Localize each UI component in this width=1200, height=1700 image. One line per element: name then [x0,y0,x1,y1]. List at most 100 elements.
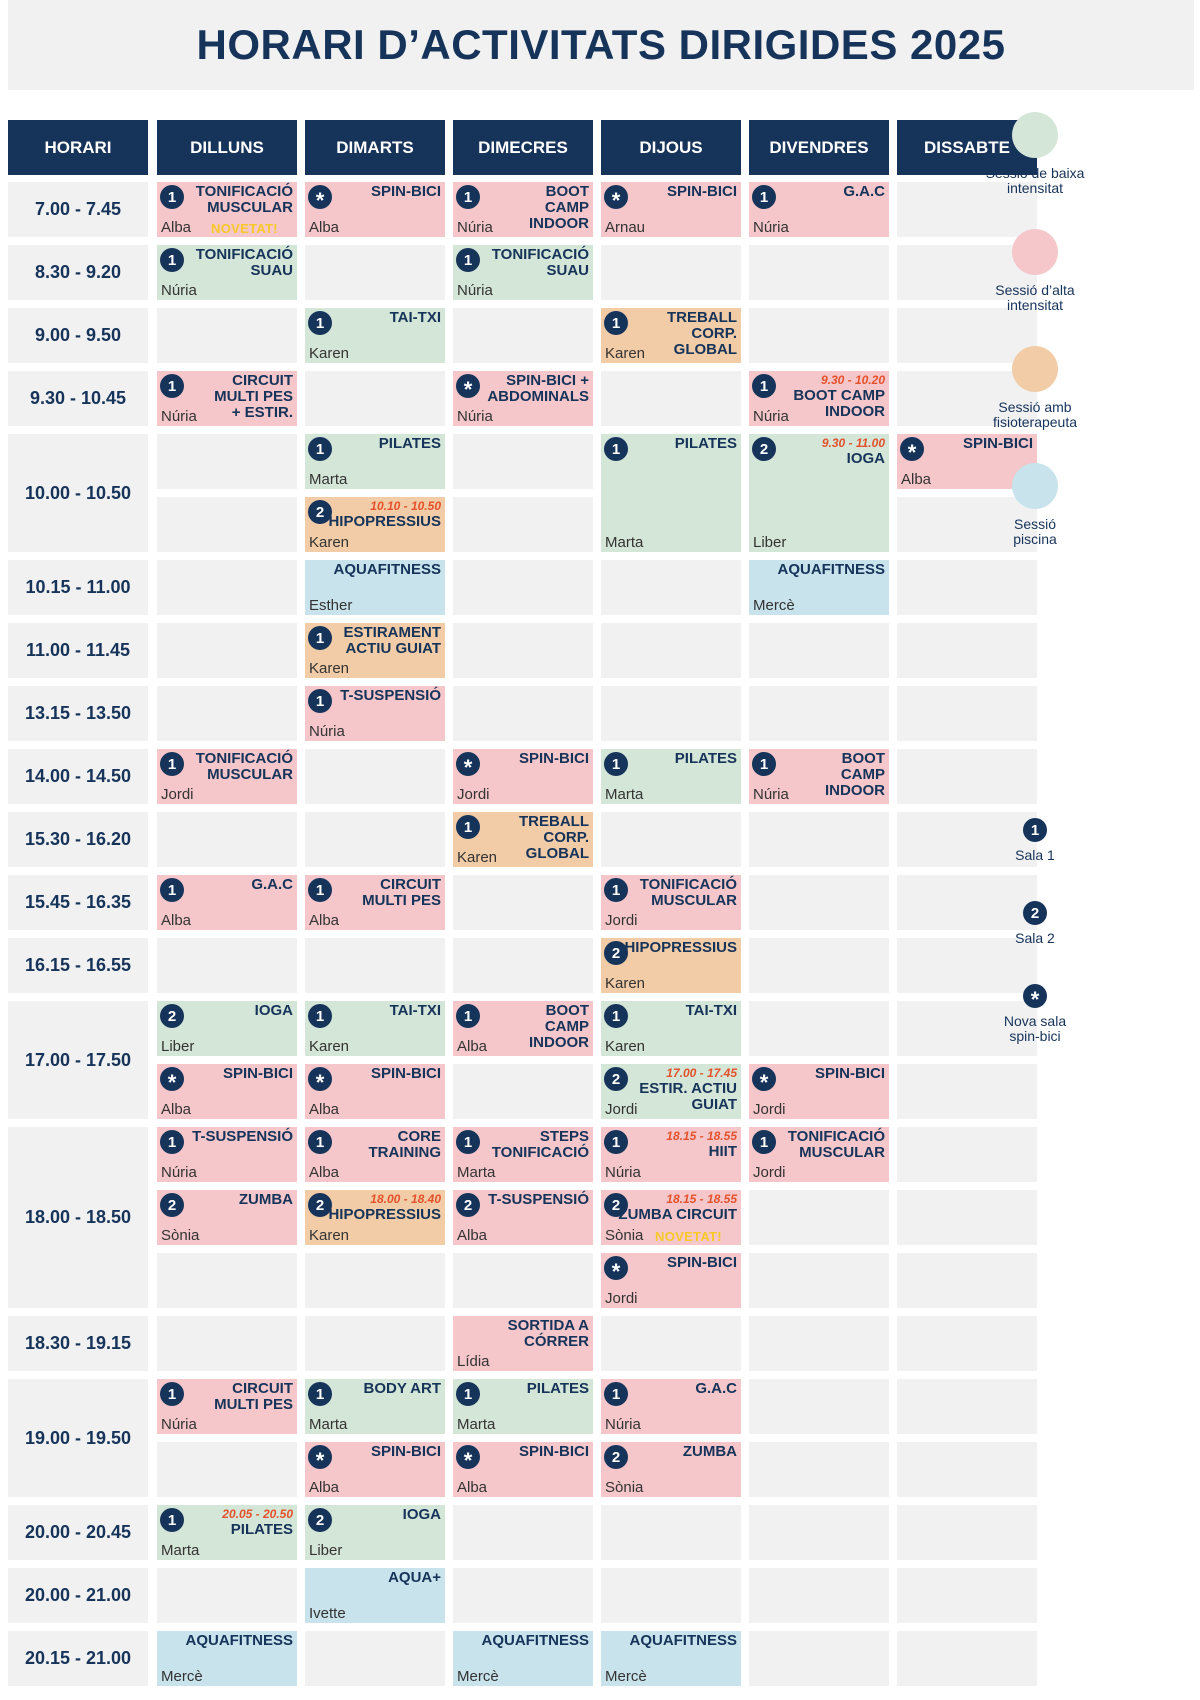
empty-cell [157,1442,297,1497]
activity-card[interactable]: 2 IOGA 9.30 - 11.00 Liber [749,434,889,552]
activity-card[interactable]: 1 BOOT CAMP INDOOR Núria [453,182,593,237]
activity-card[interactable]: 1 TONIFICACIÓ MUSCULAR Alba NOVETAT! [157,182,297,237]
activity-name: STEPS TONIFICACIÓ [491,1128,589,1161]
legend-pool-label: Sessió piscina [1013,516,1057,547]
activity-name: PILATES [526,1380,589,1397]
activity-card[interactable]: 1 PILATES Marta [453,1379,593,1434]
activity-card[interactable]: * SPIN-BICI Arnau [601,182,741,237]
activity-card[interactable]: 1 TONIFICACIÓ MUSCULAR Jordi [749,1127,889,1182]
empty-cell [749,623,889,678]
activity-card[interactable]: 1 BOOT CAMP INDOOR 9.30 - 10.20 Núria [749,371,889,426]
instructor-name: Núria [605,1416,641,1433]
activity-card[interactable]: 1 CIRCUIT MULTI PES Núria [157,1379,297,1434]
activity-card[interactable]: 1 T-SUSPENSIÓ Núria [305,686,445,741]
activity-card[interactable]: * SPIN-BICI Alba [305,1064,445,1119]
instructor-name: Karen [605,345,646,362]
activity-card[interactable]: * SPIN-BICI Jordi [749,1064,889,1119]
activity-card[interactable]: 1 TONIFICACIÓ SUAU Núria [157,245,297,300]
activity-card[interactable]: 1 TAI-TXI Karen [305,1001,445,1056]
activity-card[interactable]: 1 TREBALL CORP. GLOBAL Karen [601,308,741,363]
activity-card[interactable]: 1 G.A.C Alba [157,875,297,930]
activity-card[interactable]: * SPIN-BICI + ABDOMINALS Núria [453,371,593,426]
activity-card[interactable]: 2 HIPOPRESSIUS Karen [601,938,741,993]
activity-card[interactable]: 2 ESTIR. ACTIU GUIAT 17.00 - 17.45 Jordi [601,1064,741,1119]
room-badge: 1 [308,437,332,461]
activity-card[interactable]: 1 TONIFICACIÓ MUSCULAR Jordi [157,749,297,804]
activity-card[interactable]: 2 HIPOPRESSIUS 18.00 - 18.40 Karen [305,1190,445,1245]
instructor-name: Jordi [605,1101,638,1118]
room-badge: 1 [456,248,480,272]
activity-time: 18.15 - 18.55 [666,1192,737,1206]
instructor-name: Karen [457,849,498,866]
activity-card[interactable]: AQUAFITNESS Mercè [601,1631,741,1686]
activity-card[interactable]: 1 CORE TRAINING Alba [305,1127,445,1182]
activity-card[interactable]: 1 BODY ART Marta [305,1379,445,1434]
activity-card[interactable]: * SPIN-BICI Alba [305,182,445,237]
activity-name: IOGA [254,1002,293,1019]
activity-card[interactable]: 2 T-SUSPENSIÓ Alba [453,1190,593,1245]
room-badge: 1 [752,752,776,776]
activity-card[interactable]: 1 T-SUSPENSIÓ Núria [157,1127,297,1182]
room-badge: 1 [160,752,184,776]
empty-cell [305,1253,445,1308]
activity-card[interactable]: 1 PILATES Marta [305,434,445,489]
activity-name: TAI-TXI [389,309,441,326]
instructor-name: Sònia [605,1227,644,1244]
empty-cell [157,686,297,741]
activity-card[interactable]: SORTIDA A CÓRRER Lídia [453,1316,593,1371]
activity-card[interactable]: 1 BOOT CAMP INDOOR Alba [453,1001,593,1056]
activity-card[interactable]: AQUAFITNESS Mercè [749,560,889,615]
time-slot: 10.15 - 11.00 [8,560,148,615]
activity-card[interactable]: 1 TAI-TXI Karen [305,308,445,363]
empty-cell [453,434,593,489]
activity-name: PILATES [674,750,737,767]
room-badge: 1 [308,1130,332,1154]
activity-card[interactable]: 1 TAI-TXI Karen [601,1001,741,1056]
empty-cell [749,1505,889,1560]
activity-name: PILATES [674,435,737,452]
activity-card[interactable]: 1 TREBALL CORP. GLOBAL Karen [453,812,593,867]
room-badge: 2 [604,1193,628,1217]
activity-card[interactable]: AQUAFITNESS Mercè [453,1631,593,1686]
activity-name: SPIN-BICI [666,1254,737,1271]
activity-card[interactable]: AQUAFITNESS Mercè [157,1631,297,1686]
activity-card[interactable]: 1 G.A.C Núria [749,182,889,237]
activity-time: 18.00 - 18.40 [370,1192,441,1206]
time-slot: 19.00 - 19.50 [8,1379,148,1497]
activity-card[interactable]: 1 G.A.C Núria [601,1379,741,1434]
activity-card[interactable]: 1 TONIFICACIÓ SUAU Núria [453,245,593,300]
activity-card[interactable]: 1 CIRCUIT MULTI PES + ESTIR. Núria [157,371,297,426]
empty-cell [453,560,593,615]
activity-card[interactable]: 1 TONIFICACIÓ MUSCULAR Jordi [601,875,741,930]
activity-card[interactable]: 1 PILATES Marta [601,434,741,552]
sala-2-icon: 2 [1023,901,1047,925]
activity-card[interactable]: 1 PILATES 20.05 - 20.50 Marta [157,1505,297,1560]
activity-card[interactable]: 1 STEPS TONIFICACIÓ Marta [453,1127,593,1182]
activity-card[interactable]: 2 ZUMBA Sònia [601,1442,741,1497]
activity-card[interactable]: 2 ZUMBA CIRCUIT 18.15 - 18.55 Sònia NOVETAT! [601,1190,741,1245]
activity-card[interactable]: AQUAFITNESS Esther [305,560,445,615]
activity-name: BOOT CAMP INDOOR [793,387,885,420]
activity-card[interactable]: 1 HIIT 18.15 - 18.55 Núria [601,1127,741,1182]
room-badge: 1 [308,878,332,902]
activity-card[interactable]: * SPIN-BICI Jordi [453,749,593,804]
activity-card[interactable]: AQUA+ Ivette [305,1568,445,1623]
instructor-name: Sònia [161,1227,200,1244]
activity-card[interactable]: 1 ESTIRAMENT ACTIU GUIAT Karen [305,623,445,678]
activity-card[interactable]: 1 BOOT CAMP INDOOR Núria [749,749,889,804]
time-slot: 14.00 - 14.50 [8,749,148,804]
instructor-name: Jordi [605,1290,638,1307]
activity-card[interactable]: * SPIN-BICI Alba [305,1442,445,1497]
activity-card[interactable]: 2 IOGA Liber [157,1001,297,1056]
activity-name: SPIN-BICI [814,1065,885,1082]
activity-card[interactable]: 2 ZUMBA Sònia [157,1190,297,1245]
activity-card[interactable]: 2 HIPOPRESSIUS 10.10 - 10.50 Karen [305,497,445,552]
activity-card[interactable]: 2 IOGA Liber [305,1505,445,1560]
empty-cell [157,812,297,867]
activity-card[interactable]: * SPIN-BICI Alba [453,1442,593,1497]
empty-cell [157,434,297,489]
activity-card[interactable]: 1 PILATES Marta [601,749,741,804]
activity-card[interactable]: 1 CIRCUIT MULTI PES Alba [305,875,445,930]
activity-card[interactable]: * SPIN-BICI Jordi [601,1253,741,1308]
activity-card[interactable]: * SPIN-BICI Alba [157,1064,297,1119]
